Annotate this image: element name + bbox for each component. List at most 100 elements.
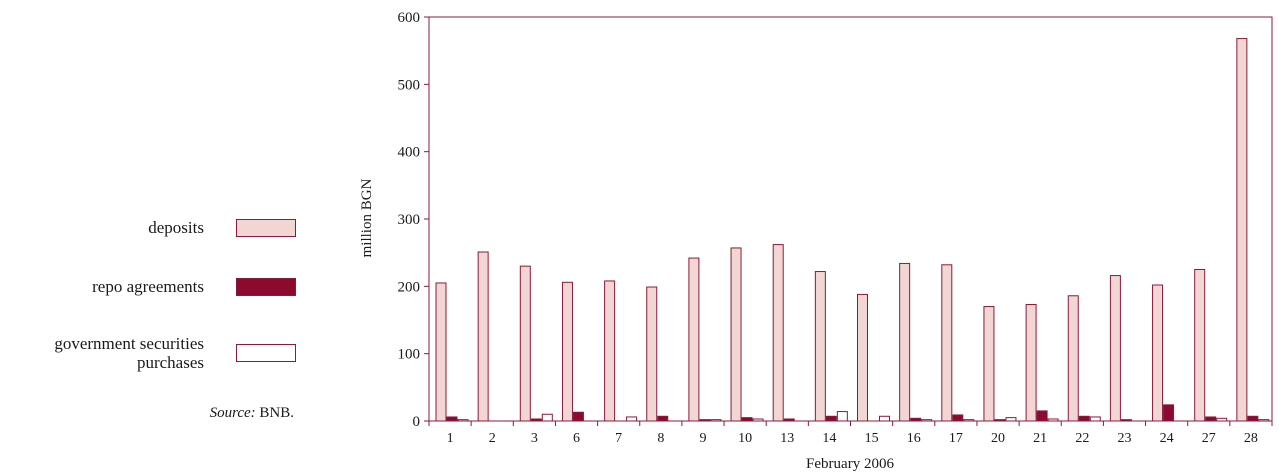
repo-agreements-bar — [1163, 404, 1175, 422]
y-tick-label: 0 — [413, 414, 421, 430]
x-axis: 1 2 3 6 7 8 9 10 13 14 15 16 17 20 21 22 23 24 27 28 — [428, 421, 1273, 446]
x-tick-label: 23 — [1117, 431, 1131, 446]
x-tick-label: 2 — [489, 431, 496, 446]
deposits-bar — [1152, 284, 1164, 422]
legend-label-deposits: deposits — [148, 218, 204, 237]
x-tick-label: 17 — [949, 431, 963, 446]
repo-agreements-bar — [825, 415, 837, 422]
x-axis-label: February 2006 — [806, 456, 894, 472]
x-tick-label: 6 — [573, 431, 580, 446]
repo-agreements-bar — [1247, 415, 1259, 422]
repo-agreements-bar — [572, 411, 584, 422]
government-securities-bar — [541, 413, 553, 422]
legend-label-gov-line2: purchases — [136, 353, 204, 372]
government-securities-bar — [921, 419, 933, 422]
legend-swatch-government-securities — [236, 344, 296, 362]
repo-agreements-bar — [1078, 415, 1090, 422]
deposits-bar — [435, 282, 447, 422]
x-tick-label: 8 — [657, 431, 664, 446]
repo-agreements-bar — [657, 415, 669, 422]
deposits-bar — [561, 281, 573, 422]
x-tick-label: 28 — [1244, 431, 1258, 446]
deposits-bar — [519, 265, 531, 422]
x-tick-label: 15 — [865, 431, 879, 446]
source-text: BNB. — [259, 405, 294, 421]
deposits-bar — [1067, 295, 1079, 422]
repo-agreements-bar — [994, 419, 1006, 422]
repo-agreements-bar — [1120, 419, 1132, 422]
x-tick-label: 1 — [447, 431, 454, 446]
deposits-bar — [941, 264, 953, 422]
legend: deposits repo agreements government secu… — [0, 0, 310, 473]
deposits-bar — [1025, 304, 1037, 422]
repo-agreements-bar — [446, 416, 458, 422]
x-tick-label: 20 — [991, 431, 1005, 446]
deposits-bar — [857, 293, 868, 422]
plot-border — [428, 16, 1273, 422]
legend-label-government-securities: government securities purchases — [54, 334, 204, 372]
x-tick-label: 22 — [1075, 431, 1089, 446]
legend-item-government-securities: government securities purchases — [54, 334, 296, 372]
repo-agreements-bar — [1205, 416, 1217, 422]
legend-label-repo-agreements: repo agreements — [92, 277, 204, 296]
x-tick-label: 27 — [1202, 431, 1216, 446]
repo-agreements-bar — [910, 417, 922, 422]
government-securities-bar — [752, 418, 764, 422]
x-tick-label: 21 — [1033, 431, 1047, 446]
deposits-bar — [772, 244, 784, 422]
deposits-bar — [730, 247, 742, 422]
deposits-bar — [899, 262, 911, 422]
repo-agreements-bar — [699, 419, 711, 422]
x-tick-label: 3 — [531, 431, 538, 446]
government-securities-bar — [457, 419, 469, 422]
government-securities-bar — [1005, 417, 1017, 422]
deposits-bar — [604, 280, 616, 422]
government-securities-bar — [1047, 418, 1059, 422]
y-tick-label: 100 — [398, 347, 421, 363]
deposits-bar — [983, 306, 995, 422]
legend-label-gov-line1: government securities — [54, 334, 204, 353]
y-tick-label: 500 — [398, 77, 421, 93]
y-axis-label: million BGN — [359, 178, 375, 257]
repo-agreements-bar — [530, 418, 542, 422]
x-tick-label: 7 — [615, 431, 622, 446]
government-securities-bar — [1216, 417, 1228, 422]
legend-item-repo-agreements: repo agreements — [92, 277, 296, 296]
government-securities-bar — [1089, 416, 1101, 422]
plot-area — [428, 16, 1273, 422]
repo-agreements-bar — [1036, 410, 1048, 422]
government-securities-bar — [710, 419, 722, 422]
repo-agreements-bar — [783, 418, 795, 422]
deposits-bar — [477, 251, 489, 422]
source-prefix: Source: — [209, 405, 256, 421]
deposits-bar — [1109, 275, 1121, 422]
x-tick-label: 16 — [907, 431, 921, 446]
deposits-bar — [646, 286, 658, 422]
y-tick-label: 400 — [398, 145, 421, 161]
government-securities-bar — [879, 415, 890, 422]
deposits-bar — [1194, 269, 1206, 422]
legend-swatch-repo-agreements — [236, 277, 296, 296]
x-tick-label: 10 — [738, 431, 752, 446]
deposits-bar — [814, 271, 826, 422]
government-securities-bar — [1258, 419, 1270, 422]
x-tick-label: 24 — [1160, 431, 1174, 446]
y-tick-label: 200 — [398, 279, 421, 295]
government-securities-bar — [963, 419, 975, 422]
x-tick-label: 9 — [699, 431, 706, 446]
legend-swatch-deposits — [236, 218, 296, 237]
deposits-bar — [1236, 38, 1248, 422]
source-note: Source: BNB. — [210, 405, 294, 422]
x-tick-label: 13 — [780, 431, 794, 446]
government-securities-bar — [626, 416, 638, 422]
legend-item-deposits: deposits — [148, 218, 296, 237]
bars — [435, 38, 1270, 422]
y-axis: 0 100 200 300 400 500 600 — [398, 10, 429, 430]
repo-agreements-bar — [952, 414, 964, 422]
repo-agreements-bar — [741, 417, 753, 422]
y-tick-label: 300 — [398, 212, 421, 228]
y-tick-label: 600 — [398, 10, 421, 26]
government-securities-bar — [836, 411, 848, 422]
x-tick-label: 14 — [822, 431, 836, 446]
